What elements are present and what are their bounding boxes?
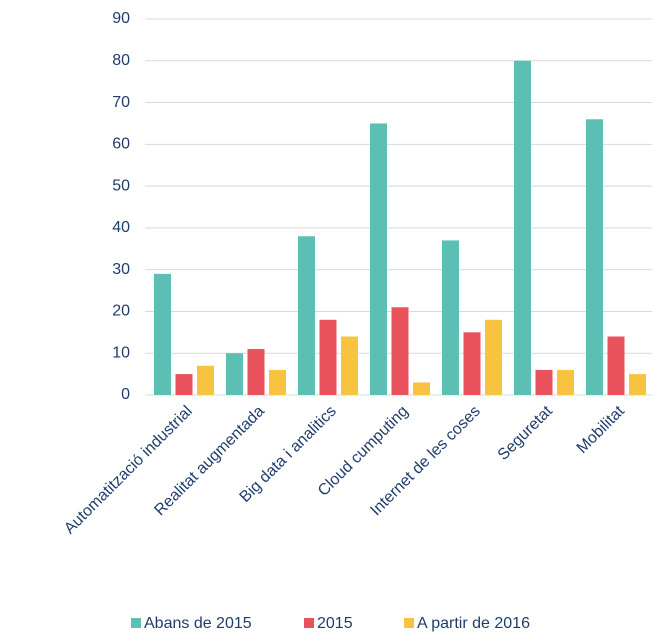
x-tick-label: Seguretat: [495, 402, 556, 463]
y-tick-label: 40: [112, 219, 130, 236]
x-tick-label: Mobilitat: [574, 402, 629, 457]
bar: [175, 374, 193, 395]
y-tick-label: 0: [121, 386, 130, 403]
bar: [586, 119, 603, 396]
legend-swatch: [304, 618, 314, 628]
legend-label: A partir de 2016: [417, 615, 530, 632]
bar: [442, 240, 459, 395]
bar: [607, 336, 625, 395]
y-tick-label: 30: [112, 261, 130, 278]
bar: [247, 349, 265, 395]
legend-swatch: [131, 618, 141, 628]
bar: [197, 365, 214, 395]
y-tick-label: 90: [112, 10, 130, 27]
bar: [341, 336, 358, 395]
bar: [485, 319, 502, 395]
y-tick-label: 20: [112, 303, 130, 320]
bar: [391, 307, 409, 395]
bar: [514, 60, 531, 396]
y-tick-label: 70: [112, 94, 130, 111]
y-tick-label: 60: [112, 136, 130, 153]
y-tick-label: 10: [112, 344, 130, 361]
bar: [319, 319, 337, 395]
bar: [629, 374, 646, 395]
legend-label: Abans de 2015: [144, 615, 252, 632]
legend-label: 2015: [317, 615, 353, 632]
bar: [463, 332, 481, 395]
x-tick-label: Automatització industrial: [61, 403, 196, 538]
y-tick-label: 80: [112, 52, 130, 69]
bar: [370, 123, 387, 395]
bar: [535, 369, 553, 395]
bar: [298, 236, 315, 395]
bar: [154, 273, 171, 395]
bar: [269, 369, 286, 395]
bar: [557, 369, 574, 395]
legend-swatch: [404, 618, 414, 628]
bar: [413, 382, 430, 395]
bar: [226, 353, 243, 395]
y-tick-label: 50: [112, 177, 130, 194]
